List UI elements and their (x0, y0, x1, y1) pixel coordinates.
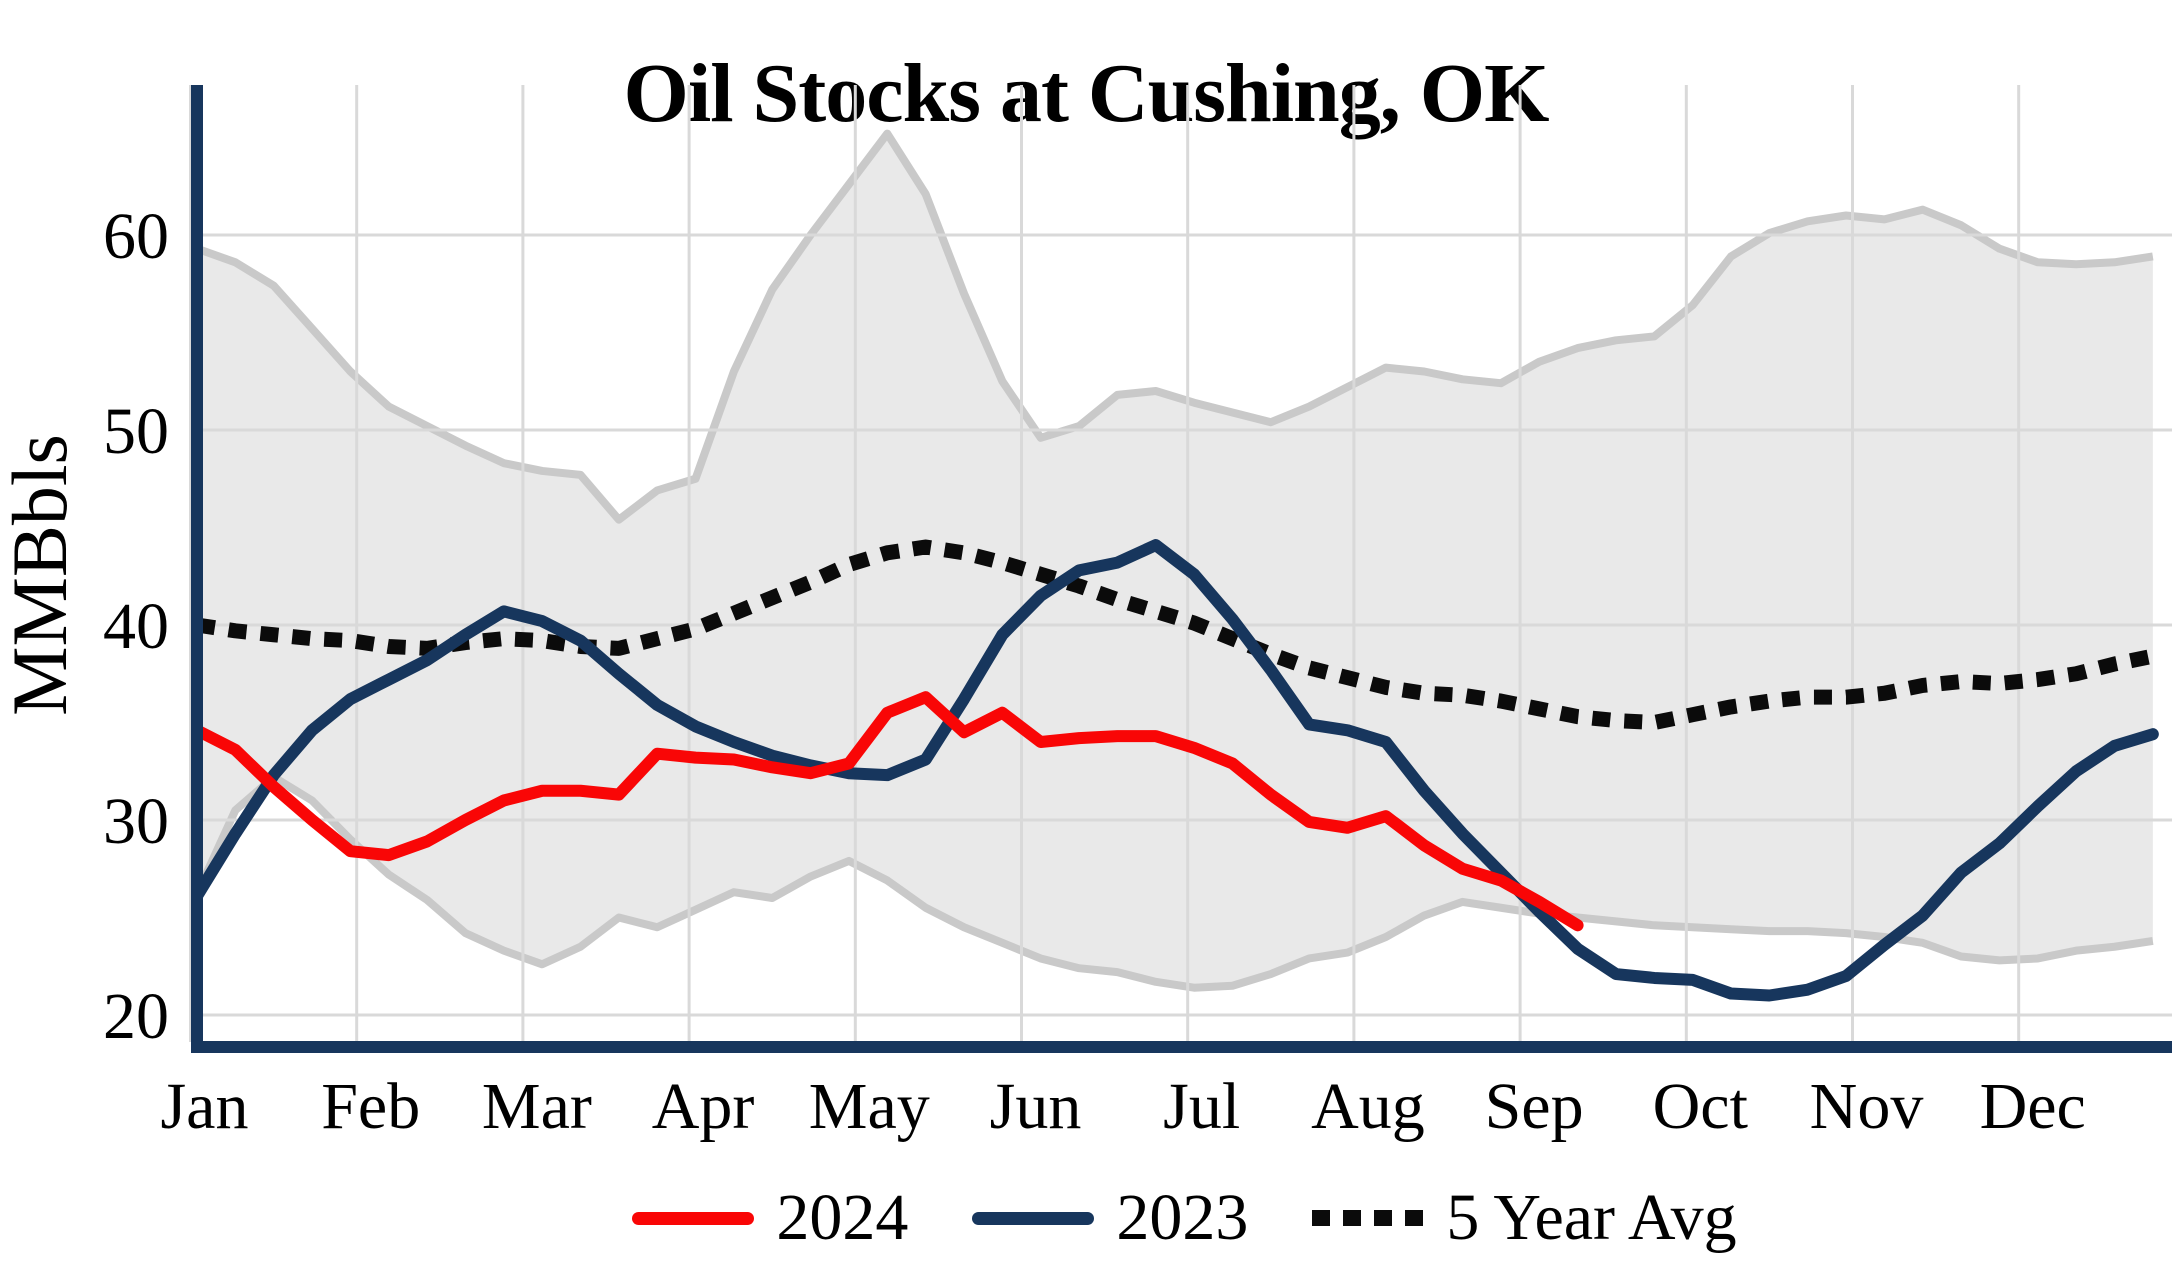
legend-label-5yr-avg: 5 Year Avg (1446, 1181, 1737, 1254)
x-tick-May: May (809, 1070, 930, 1143)
x-tick-Oct: Oct (1653, 1070, 1748, 1143)
x-tick-Jan: Jan (161, 1070, 249, 1143)
y-tick-30: 30 (103, 785, 169, 858)
x-tick-labels: Jan Feb Mar Apr May Jun Jul Aug Sep Oct Nov Dec (161, 1070, 2086, 1143)
x-tick-Jul: Jul (1163, 1070, 1240, 1143)
series-2023 (191, 539, 2159, 1002)
legend-label-2024: 2024 (776, 1181, 909, 1254)
legend-item-2023: 2023 (972, 1185, 1248, 1251)
chart-title: Oil Stocks at Cushing, OK (623, 47, 1550, 141)
legend-swatch-2024 (632, 1211, 755, 1225)
series-2024 (191, 691, 1584, 932)
x-tick-Jun: Jun (990, 1070, 1082, 1143)
x-tick-Dec: Dec (1980, 1070, 2086, 1143)
y-tick-20: 20 (103, 980, 169, 1053)
y-tick-50: 50 (103, 395, 169, 468)
x-tick-Aug: Aug (1311, 1070, 1425, 1143)
legend-label-2023: 2023 (1116, 1181, 1249, 1254)
x-tick-Feb: Feb (321, 1070, 420, 1143)
legend-swatch-2023 (972, 1211, 1095, 1225)
legend-item-2024: 2024 (632, 1185, 908, 1251)
x-tick-Sep: Sep (1485, 1070, 1584, 1143)
gridlines (189, 85, 2172, 1042)
axes (191, 85, 2172, 1053)
y-tick-40: 40 (103, 590, 169, 663)
series-5-year-avg (195, 539, 2155, 730)
y-tick-labels: 20 30 40 50 60 (103, 200, 169, 1053)
legend-swatch-5yr-avg (1312, 1210, 1425, 1226)
y-tick-60: 60 (103, 200, 169, 273)
legend: 2024 2023 5 Year Avg (197, 1168, 2172, 1268)
x-tick-Nov: Nov (1810, 1070, 1924, 1143)
legend-item-5yr-avg: 5 Year Avg (1312, 1181, 1737, 1254)
x-tick-Apr: Apr (652, 1070, 755, 1143)
x-tick-Mar: Mar (482, 1070, 592, 1143)
